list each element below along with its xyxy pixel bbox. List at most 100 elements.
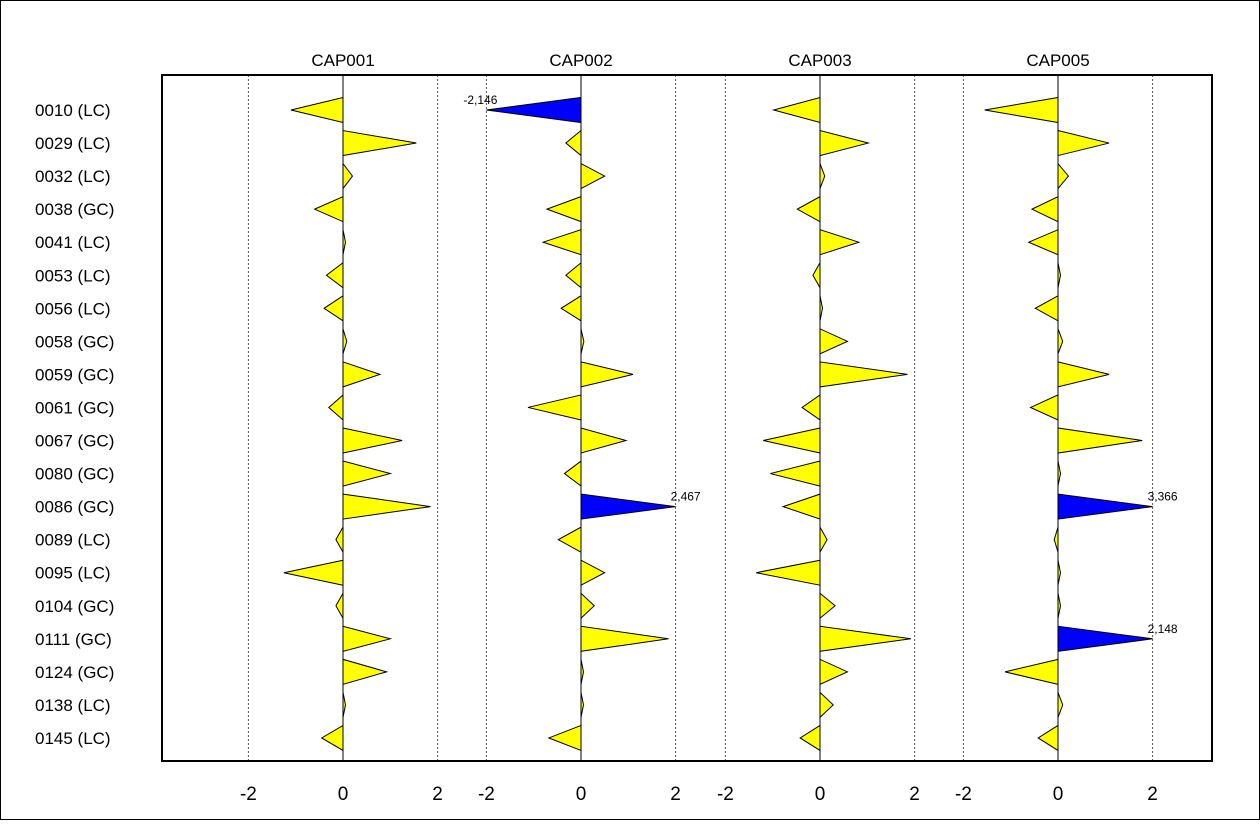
triangle-mark bbox=[320, 724, 344, 752]
triangle-mark bbox=[819, 163, 826, 189]
row-label: 0053 (LC) bbox=[35, 266, 111, 285]
x-tick-label: 2 bbox=[1147, 784, 1158, 805]
triangle-mark bbox=[1034, 294, 1059, 322]
row-label: 0041 (LC) bbox=[35, 233, 111, 252]
triangle-mark bbox=[541, 229, 582, 256]
panel-title: CAP002 bbox=[549, 51, 612, 70]
row-label: 0095 (LC) bbox=[35, 564, 111, 583]
triangle-mark bbox=[819, 361, 908, 388]
triangle-mark bbox=[342, 658, 389, 686]
row-label: 0067 (GC) bbox=[35, 432, 114, 451]
triangle-mark bbox=[771, 96, 821, 124]
triangle-mark bbox=[313, 195, 344, 223]
triangle-mark bbox=[1057, 460, 1062, 487]
row-label: 0056 (LC) bbox=[35, 299, 111, 318]
value-label: 2,467 bbox=[671, 490, 701, 504]
triangle-mark bbox=[342, 361, 382, 388]
triangle-mark bbox=[580, 559, 606, 587]
triangle-mark bbox=[545, 195, 582, 223]
row-label: 0029 (LC) bbox=[35, 134, 111, 153]
row-label: 0124 (GC) bbox=[35, 663, 114, 682]
triangle-mark bbox=[819, 592, 836, 620]
x-tick-label: 2 bbox=[909, 784, 920, 805]
triangle-mark bbox=[580, 659, 585, 685]
triangle-mark bbox=[1029, 394, 1059, 421]
triangle-mark bbox=[801, 393, 821, 421]
triangle-mark bbox=[796, 195, 821, 223]
triangle-mark bbox=[1030, 195, 1059, 223]
triangle-mark bbox=[1037, 724, 1059, 752]
triangle-mark bbox=[812, 260, 821, 290]
triangle-mark bbox=[1057, 328, 1064, 355]
text-layer: 0010 (LC) 0029 (LC) 0032 (LC) 0038 (GC) 0041… bbox=[35, 51, 1178, 805]
triangle-mark bbox=[1057, 560, 1062, 586]
clipped-triangle-mark bbox=[1057, 493, 1153, 520]
triangle-mark bbox=[290, 96, 344, 124]
row-label: 0061 (GC) bbox=[35, 398, 114, 417]
row-label: 0138 (LC) bbox=[35, 696, 111, 715]
clipped-triangle-mark bbox=[580, 493, 676, 520]
triangle-mark bbox=[323, 294, 344, 322]
value-label: -2,146 bbox=[463, 93, 497, 107]
triangle-mark bbox=[342, 427, 403, 454]
triangle-mark bbox=[342, 229, 347, 255]
panel-title: CAP005 bbox=[1026, 51, 1089, 70]
triangle-mark bbox=[342, 162, 354, 191]
x-tick-label: -2 bbox=[240, 784, 257, 805]
triangle-mark bbox=[342, 129, 417, 157]
x-tick-label: 0 bbox=[815, 784, 826, 805]
triangle-mark bbox=[1057, 129, 1110, 157]
triangle-mark bbox=[580, 592, 595, 620]
triangle-mark bbox=[1057, 692, 1064, 718]
triangle-mark bbox=[527, 394, 582, 421]
plot-frame bbox=[161, 74, 1213, 762]
triangle-mark bbox=[763, 427, 821, 454]
row-label: 0104 (GC) bbox=[35, 597, 114, 616]
x-tick-label: -2 bbox=[955, 784, 972, 805]
triangle-mark bbox=[342, 692, 347, 718]
panel-title: CAP003 bbox=[788, 51, 851, 70]
triangle-mark bbox=[580, 162, 606, 190]
row-label: 0010 (LC) bbox=[35, 101, 111, 120]
value-label: 3,366 bbox=[1148, 490, 1178, 504]
triangle-mark bbox=[565, 261, 582, 289]
row-label: 0058 (GC) bbox=[35, 332, 114, 351]
row-label: 0089 (LC) bbox=[35, 531, 111, 550]
triangle-mark bbox=[560, 294, 582, 322]
triangle-mark bbox=[342, 460, 393, 487]
triangle-mark bbox=[819, 691, 834, 719]
panel-title: CAP001 bbox=[311, 51, 374, 70]
triangle-mark bbox=[1057, 262, 1062, 288]
triangle-mark bbox=[342, 493, 431, 520]
row-label: 0145 (LC) bbox=[35, 729, 111, 748]
triangle-mark bbox=[547, 724, 582, 752]
triangle-mark bbox=[335, 525, 344, 555]
x-tick-label: -2 bbox=[717, 784, 734, 805]
triangle-mark bbox=[283, 559, 344, 586]
row-label: 0038 (GC) bbox=[35, 200, 114, 219]
row-label: 0059 (GC) bbox=[35, 365, 114, 384]
triangle-mark bbox=[580, 625, 669, 652]
triangle-mark bbox=[325, 261, 344, 289]
triangle-mark bbox=[819, 129, 871, 157]
x-tick-label: -2 bbox=[478, 784, 495, 805]
marks-layer bbox=[283, 96, 1153, 752]
x-tick-label: 0 bbox=[1053, 784, 1064, 805]
triangle-mark bbox=[580, 692, 585, 718]
triangle-mark bbox=[819, 658, 849, 686]
triangle-mark bbox=[557, 526, 582, 553]
triangle-mark bbox=[328, 393, 344, 422]
x-tick-label: 0 bbox=[576, 784, 587, 805]
x-tick-label: 0 bbox=[338, 784, 349, 805]
triangle-mark bbox=[819, 295, 824, 321]
triangle-mark bbox=[819, 328, 849, 355]
triangle-mark bbox=[819, 525, 828, 555]
triangle-mark bbox=[565, 129, 582, 157]
triangle-mark bbox=[799, 724, 821, 752]
triangle-mark bbox=[1057, 162, 1070, 190]
x-tick-label: 2 bbox=[670, 784, 681, 805]
triangle-mark bbox=[580, 427, 628, 454]
row-label: 0080 (GC) bbox=[35, 465, 114, 484]
